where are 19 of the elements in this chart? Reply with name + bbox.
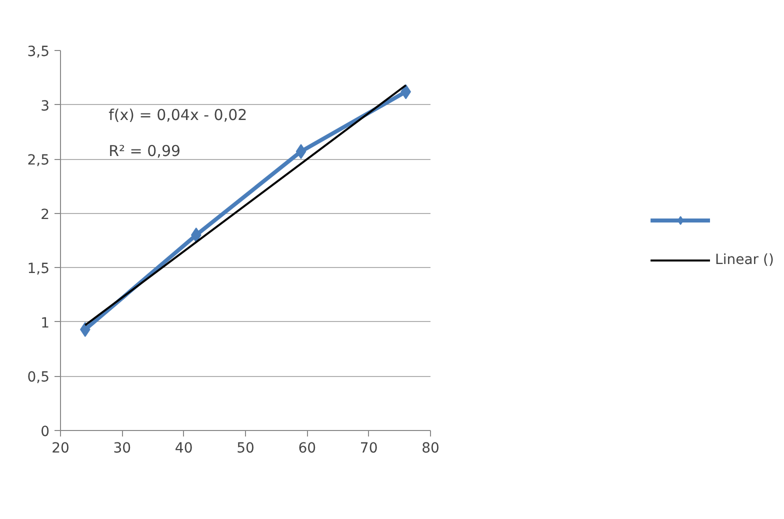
x-tick-label: 40 [174, 440, 193, 456]
legend-label: Linear () [715, 252, 774, 268]
y-tick-label: 0 [40, 424, 50, 440]
y-tick-label: 1,5 [27, 261, 50, 278]
x-tick-label: 80 [422, 440, 440, 456]
x-tick-label: 50 [236, 440, 254, 456]
y-tick-label: 2,5 [27, 152, 50, 169]
point [296, 144, 306, 159]
x-tick-label: 60 [298, 440, 316, 456]
y-tick-label: 2 [40, 206, 50, 223]
annotation: f(x) = 0,04x - 0,02 [108, 106, 248, 124]
x-tick-label: 70 [360, 440, 378, 456]
y-tick-label: 3,5 [27, 44, 50, 60]
y-tick-label: 1 [40, 315, 50, 332]
y-tick-label: 3 [40, 98, 50, 114]
x-tick-label: 30 [113, 440, 132, 456]
annotation: R² = 0,99 [108, 142, 181, 160]
y-tick-label: 0,5 [27, 370, 50, 386]
x-tick-label: 20 [52, 440, 70, 456]
